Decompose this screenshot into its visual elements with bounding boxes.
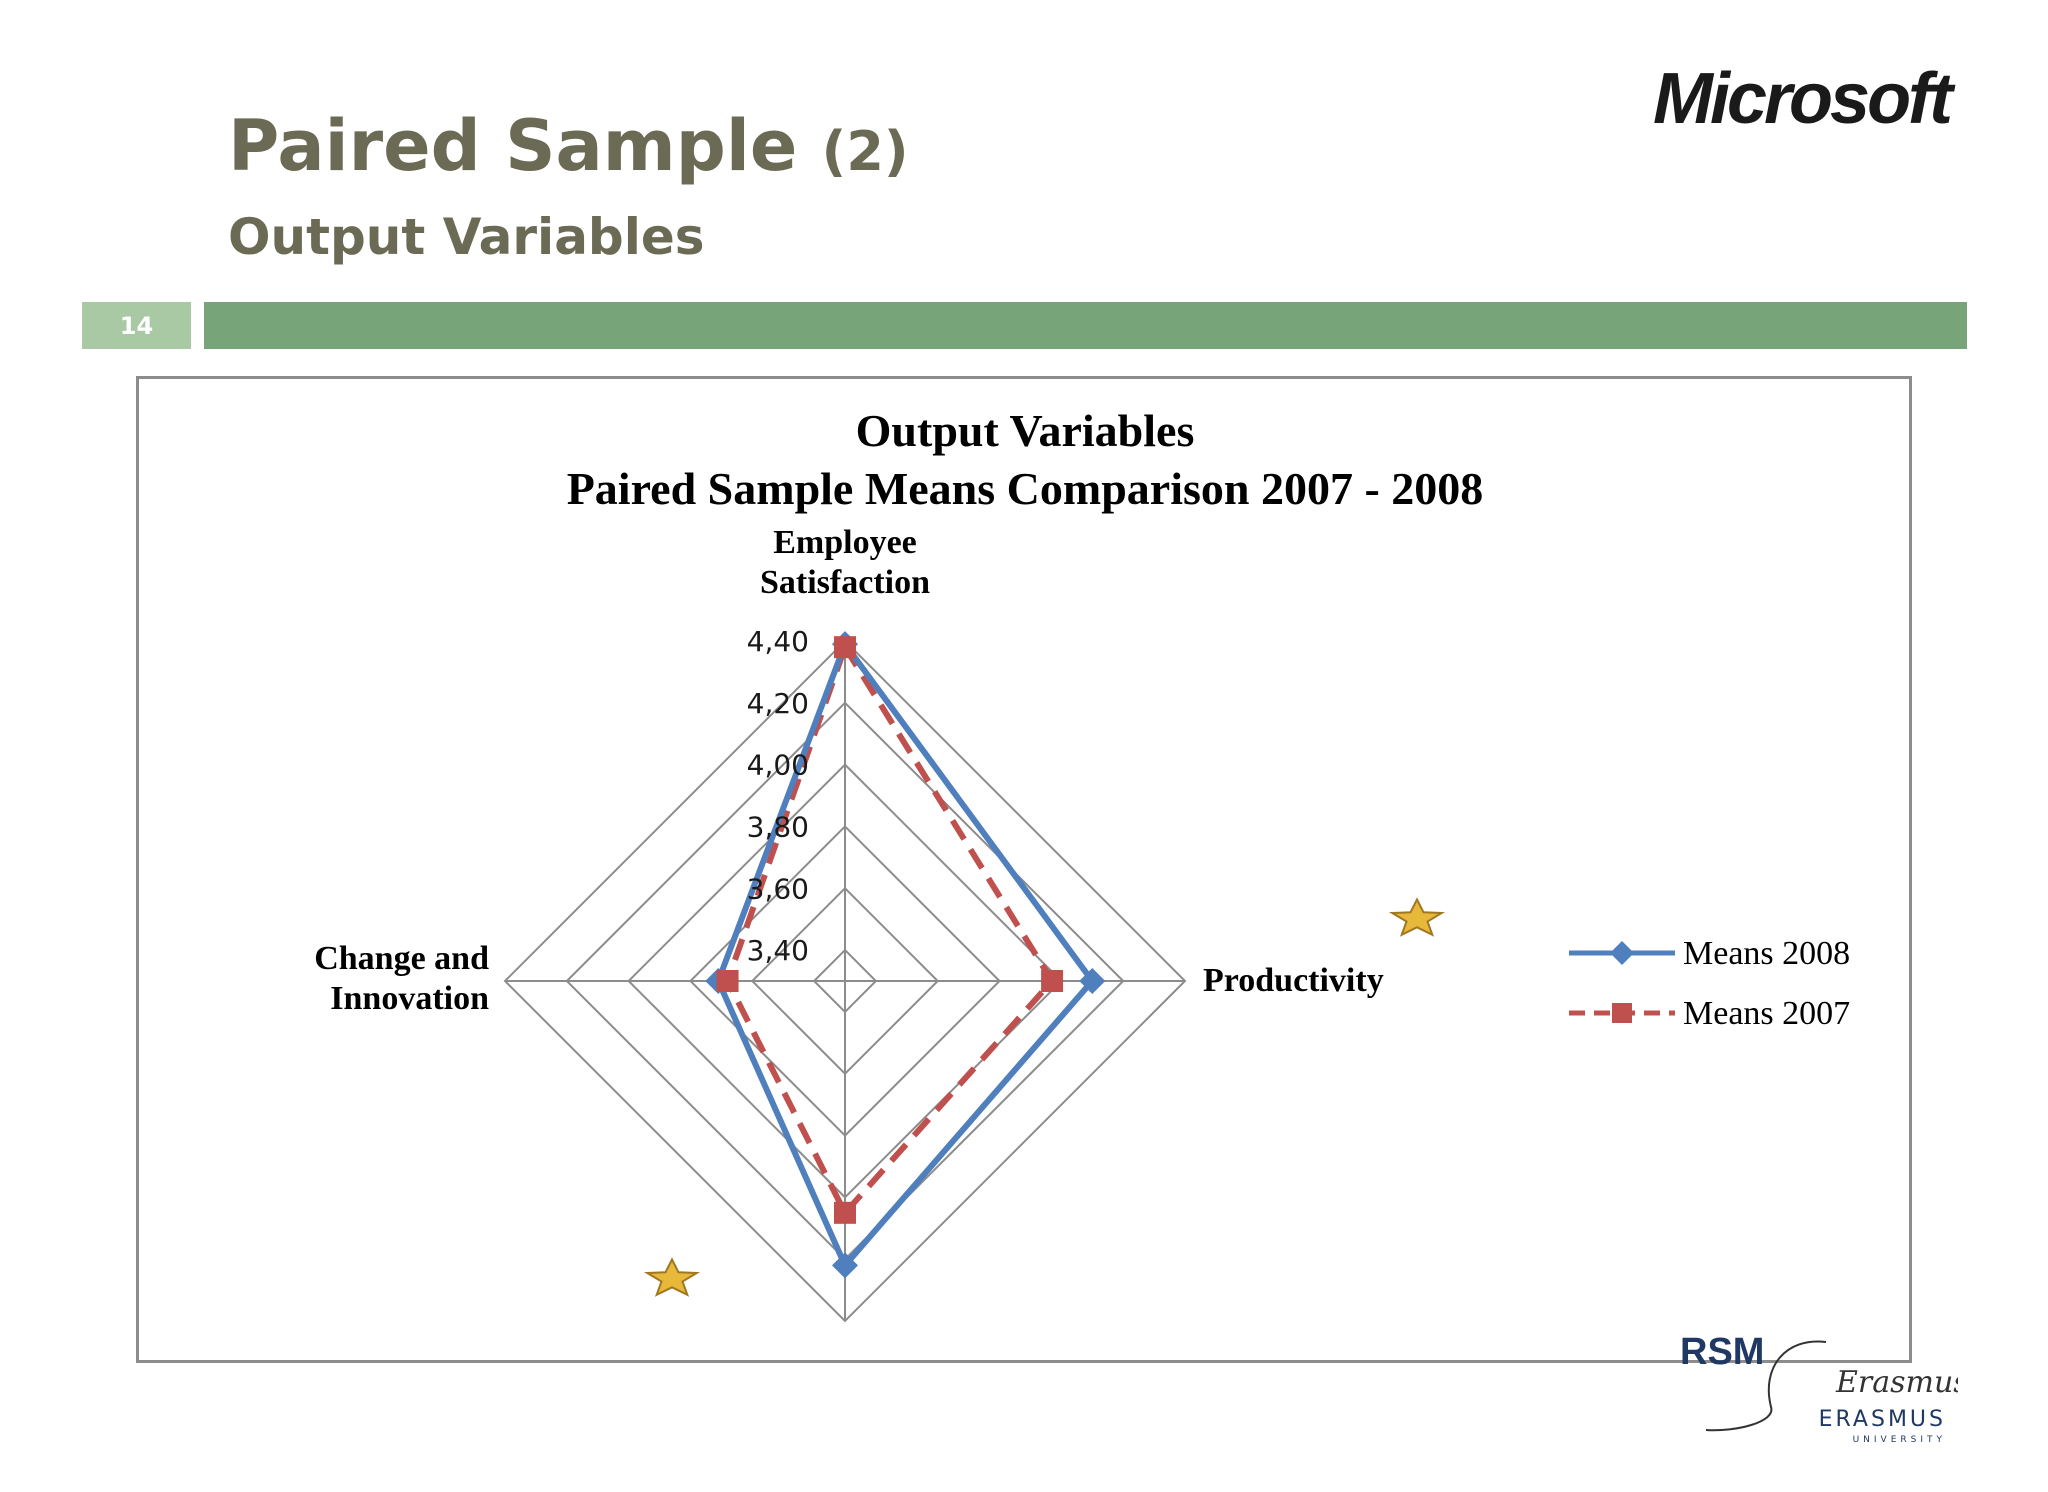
chart-title-line-1: Output Variables bbox=[856, 405, 1195, 456]
point-means-2007-0 bbox=[834, 636, 856, 659]
point-means-2007-1 bbox=[1041, 970, 1064, 992]
point-means-2008-2 bbox=[832, 1252, 858, 1279]
rsm-abbr: RSM bbox=[1680, 1331, 1764, 1373]
legend-label-means-2007: Means 2007 bbox=[1683, 995, 1850, 1032]
signature-swoosh bbox=[1705, 1340, 1827, 1432]
erasmus-tagline: UNIVERSITY bbox=[1853, 1435, 1946, 1445]
axis-label-3-line-0: Change and bbox=[314, 940, 489, 977]
tick-label-1: 3,60 bbox=[747, 872, 809, 905]
tick-label-2: 3,80 bbox=[747, 810, 809, 843]
slide-subtitle: Output Variables bbox=[228, 208, 705, 266]
radar-chart: Output Variables Paired Sample Means Com… bbox=[314, 405, 1850, 1323]
chart-frame: Output Variables Paired Sample Means Com… bbox=[136, 376, 1912, 1363]
microsoft-logo: Microsoft bbox=[1653, 59, 1953, 139]
legend-label-means-2008: Means 2008 bbox=[1683, 935, 1850, 972]
star-icon-1 bbox=[1388, 897, 1446, 937]
rsm-erasmus-logo: RSM Erasmus ERASMUS UNIVERSITY bbox=[1680, 1331, 1958, 1445]
page-number: 14 bbox=[82, 302, 191, 349]
axis-label-3-line-1: Innovation bbox=[330, 980, 489, 1017]
header-bar bbox=[204, 302, 1967, 349]
tick-label-0: 3,40 bbox=[747, 934, 809, 967]
axis-label-1-line-0: Productivity bbox=[1203, 962, 1384, 999]
rsm-signature: Erasmus bbox=[1835, 1365, 1958, 1400]
tick-label-4: 4,20 bbox=[747, 687, 809, 720]
radar-axis-labels: EmployeeSatisfactionProductivityJob Flex… bbox=[314, 524, 1446, 1297]
radar-ticks: 3,40 3,60 3,80 4,00 4,20 4,40 bbox=[747, 625, 809, 967]
axis-label-3: Change and Innovation bbox=[314, 940, 489, 1017]
point-means-2007-2 bbox=[834, 1201, 856, 1224]
axis-label-0: Employee Satisfaction bbox=[760, 524, 930, 601]
radar-series bbox=[705, 631, 1106, 1279]
point-means-2008-1 bbox=[1079, 968, 1106, 994]
slide-title-suffix: (2) bbox=[821, 120, 909, 183]
erasmus-name: ERASMUS bbox=[1819, 1407, 1946, 1432]
legend-marker-means-2007 bbox=[1612, 1003, 1632, 1023]
slide-title-main: Paired Sample bbox=[228, 105, 798, 187]
chart-title-line-2: Paired Sample Means Comparison 2007 - 20… bbox=[567, 463, 1484, 514]
slide-title: Paired Sample (2) bbox=[228, 105, 909, 187]
axis-label-0-line-0: Employee bbox=[773, 524, 917, 561]
point-means-2007-3 bbox=[716, 970, 739, 992]
tick-label-3: 4,00 bbox=[747, 749, 809, 782]
star-icon-2 bbox=[643, 1257, 701, 1297]
legend-marker-means-2008 bbox=[1610, 941, 1634, 965]
tick-label-5: 4,40 bbox=[747, 625, 809, 658]
axis-label-0-line-1: Satisfaction bbox=[760, 564, 930, 601]
chart-legend: Means 2008 Means 2007 bbox=[1569, 935, 1850, 1032]
axis-label-1: Productivity bbox=[1203, 962, 1384, 999]
